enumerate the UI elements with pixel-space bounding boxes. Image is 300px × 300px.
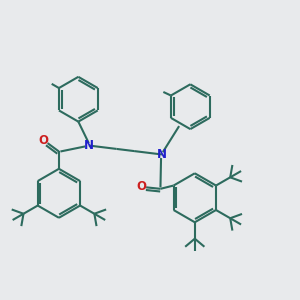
Text: O: O bbox=[39, 134, 49, 147]
Text: O: O bbox=[136, 180, 146, 193]
Text: N: N bbox=[157, 148, 167, 161]
Text: N: N bbox=[84, 139, 94, 152]
